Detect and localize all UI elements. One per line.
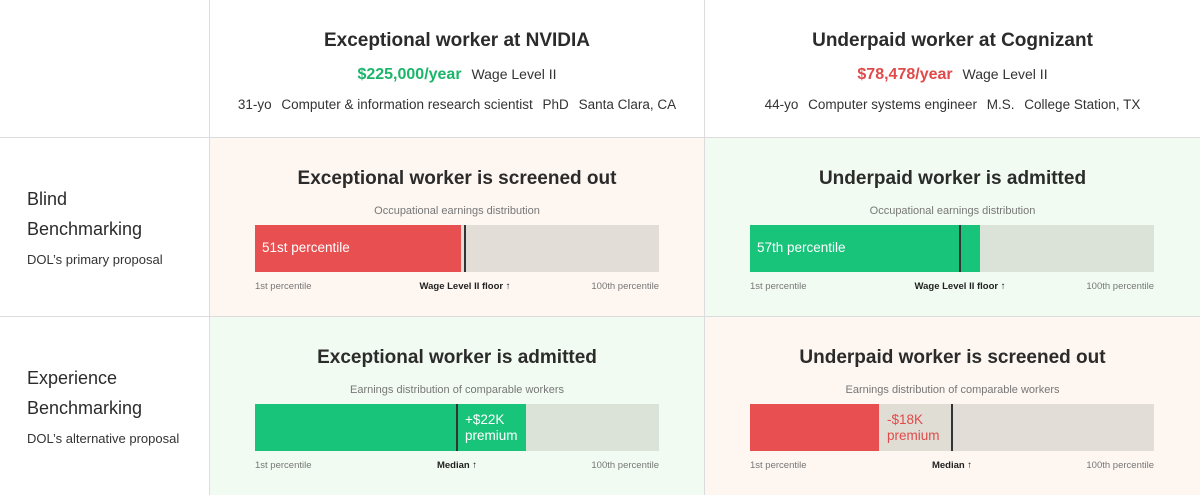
premium-word: premium bbox=[887, 428, 940, 443]
percentile-fill: 51st percentile bbox=[255, 225, 461, 272]
row-subtitle: DOL’s alternative proposal bbox=[27, 431, 180, 446]
wage-level: Wage Level II bbox=[471, 66, 557, 82]
percentile-axis: 1st percentile Median ↑ 100th percentile bbox=[255, 460, 659, 474]
worker-degree: PhD bbox=[542, 97, 569, 112]
axis-max-label: 100th percentile bbox=[591, 460, 659, 471]
verdict-heading: Exceptional worker is admitted bbox=[317, 347, 597, 368]
worker-location: Santa Clara, CA bbox=[578, 97, 677, 112]
axis-max-label: 100th percentile bbox=[591, 281, 659, 292]
distribution-label: Earnings distribution of comparable work… bbox=[350, 384, 564, 396]
percentile-axis: 1st percentile Wage Level II floor ↑ 100… bbox=[750, 281, 1154, 295]
median-marker bbox=[456, 404, 458, 451]
earnings-fill bbox=[255, 404, 526, 451]
axis-min-label: 1st percentile bbox=[255, 281, 312, 292]
worker-age: 31-yo bbox=[237, 97, 272, 112]
worker-meta: 31-yo Computer & information research sc… bbox=[210, 97, 704, 112]
percentile-axis: 1st percentile Median ↑ 100th percentile bbox=[750, 460, 1154, 474]
wage-floor-marker bbox=[959, 225, 961, 272]
row-label-blind: Blind Benchmarking DOL’s primary proposa… bbox=[0, 138, 210, 317]
wage-level: Wage Level II bbox=[962, 66, 1048, 82]
shortfall-band bbox=[879, 404, 952, 451]
premium-amount: -$18K bbox=[887, 412, 924, 427]
axis-min-label: 1st percentile bbox=[750, 460, 807, 471]
verdict-heading: Underpaid worker is screened out bbox=[799, 347, 1106, 368]
premium-label: -$18K premium bbox=[887, 412, 940, 444]
percentile-fill: 57th percentile bbox=[750, 225, 980, 272]
axis-threshold-label: Wage Level II floor ↑ bbox=[419, 281, 511, 292]
premium-word: premium bbox=[465, 428, 518, 443]
worker-meta: 44-yo Computer systems engineer M.S. Col… bbox=[705, 97, 1200, 112]
distribution-bar: 57th percentile bbox=[750, 225, 1154, 272]
worker-age: 44-yo bbox=[764, 97, 799, 112]
worker-header-cognizant: Underpaid worker at Cognizant $78,478/ye… bbox=[705, 0, 1200, 138]
chart-cell-blind-cognizant: Underpaid worker is admitted Occupationa… bbox=[705, 138, 1200, 317]
axis-max-label: 100th percentile bbox=[1086, 281, 1154, 292]
chart-cell-blind-nvidia: Exceptional worker is screened out Occup… bbox=[210, 138, 705, 317]
axis-median-label: Median ↑ bbox=[931, 460, 973, 471]
axis-min-label: 1st percentile bbox=[255, 460, 312, 471]
axis-median-label: Median ↑ bbox=[436, 460, 478, 471]
distribution-label: Occupational earnings distribution bbox=[374, 205, 540, 217]
worker-header-nvidia: Exceptional worker at NVIDIA $225,000/ye… bbox=[210, 0, 705, 138]
worker-title: Exceptional worker at NVIDIA bbox=[323, 30, 591, 51]
row-title-line1: Blind bbox=[27, 189, 68, 209]
verdict-heading: Exceptional worker is screened out bbox=[297, 168, 617, 189]
worker-wage-line: $78,478/year Wage Level II bbox=[705, 66, 1200, 84]
axis-threshold-label: Wage Level II floor ↑ bbox=[914, 281, 1006, 292]
percentile-label: 51st percentile bbox=[262, 240, 350, 255]
distribution-bar: +$22K premium bbox=[255, 404, 659, 451]
percentile-label: 57th percentile bbox=[757, 240, 846, 255]
chart-cell-experience-nvidia: Exceptional worker is admitted Earnings … bbox=[210, 317, 705, 495]
row-title-line1: Experience bbox=[27, 368, 118, 388]
wage-floor-marker bbox=[464, 225, 466, 272]
distribution-bar: 51st percentile bbox=[255, 225, 659, 272]
distribution-label: Occupational earnings distribution bbox=[869, 205, 1036, 217]
verdict-heading: Underpaid worker is admitted bbox=[818, 168, 1087, 189]
earnings-fill bbox=[750, 404, 879, 451]
axis-max-label: 100th percentile bbox=[1086, 460, 1154, 471]
row-label-experience: Experience Benchmarking DOL’s alternativ… bbox=[0, 317, 210, 495]
chart-cell-experience-cognizant: Underpaid worker is screened out Earning… bbox=[705, 317, 1200, 495]
premium-amount: +$22K bbox=[465, 412, 505, 427]
worker-title: Underpaid worker at Cognizant bbox=[812, 30, 1093, 51]
worker-degree: M.S. bbox=[986, 97, 1015, 112]
distribution-bar: -$18K premium bbox=[750, 404, 1154, 451]
percentile-axis: 1st percentile Wage Level II floor ↑ 100… bbox=[255, 281, 659, 295]
corner-cell bbox=[0, 0, 210, 138]
median-marker bbox=[951, 404, 953, 451]
row-title-line2: Benchmarking bbox=[27, 219, 143, 239]
premium-label: +$22K premium bbox=[465, 412, 518, 444]
wage-amount: $225,000/year bbox=[357, 66, 462, 83]
row-title-line2: Benchmarking bbox=[27, 398, 143, 418]
worker-location: College Station, TX bbox=[1024, 97, 1141, 112]
axis-min-label: 1st percentile bbox=[750, 281, 807, 292]
worker-occupation: Computer systems engineer bbox=[808, 97, 977, 112]
worker-wage-line: $225,000/year Wage Level II bbox=[210, 66, 704, 84]
worker-occupation: Computer & information research scientis… bbox=[281, 97, 533, 112]
wage-amount: $78,478/year bbox=[857, 66, 953, 83]
row-subtitle: DOL’s primary proposal bbox=[27, 252, 163, 267]
distribution-label: Earnings distribution of comparable work… bbox=[845, 384, 1060, 396]
